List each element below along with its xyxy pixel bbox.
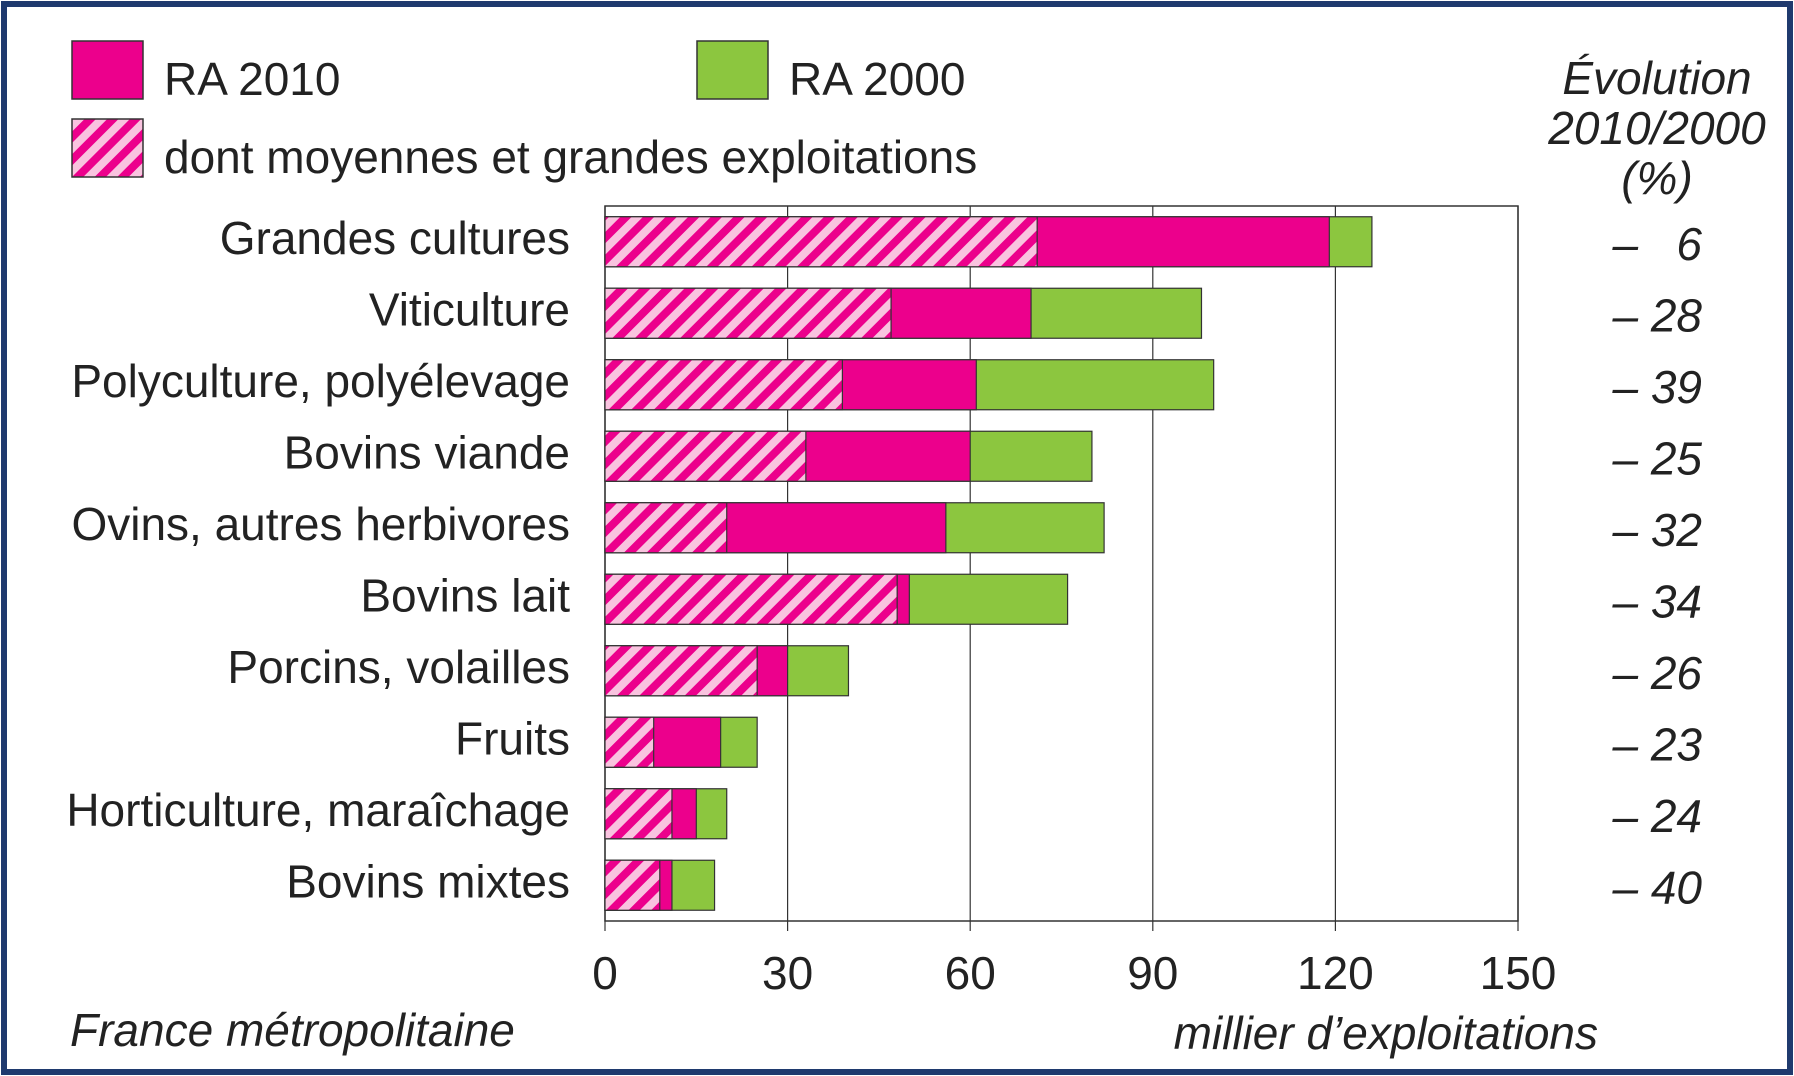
y-tick-label: Viticulture [369,283,570,335]
evolution-title: (%) [1621,152,1693,204]
evolution-value: – 25 [1611,432,1702,484]
y-tick-label: Fruits [455,712,570,764]
y-tick-label: Horticulture, maraîchage [66,784,570,836]
legend-label: dont moyennes et grandes exploitations [164,131,977,183]
x-axis-label: millier d’exploitations [1174,1007,1598,1059]
evolution-value: – 26 [1611,647,1702,699]
bar [604,502,728,554]
x-tick-label: 0 [592,947,618,999]
y-tick-label: Polyculture, polyélevage [71,355,570,407]
y-tick-label: Bovins viande [284,426,570,478]
legend-swatch [71,40,144,100]
evolution-title: Évolution [1562,52,1751,104]
y-tick-label: Grandes cultures [220,212,570,264]
bar [604,788,673,840]
x-tick-label: 30 [762,947,813,999]
note: France métropolitaine [70,1004,515,1056]
x-tick-label: 90 [1127,947,1178,999]
evolution-value: – 28 [1611,289,1702,341]
bar [604,573,898,625]
x-tick-label: 60 [945,947,996,999]
bar [604,716,655,768]
x-tick-label: 150 [1480,947,1557,999]
legend-swatch [71,118,144,178]
legend-label: RA 2010 [164,53,340,105]
y-tick-label: Bovins mixtes [286,855,570,907]
y-tick-label: Porcins, volailles [227,641,570,693]
evolution-title: 2010/2000 [1547,102,1766,154]
legend-swatch [696,40,769,100]
bar [604,216,1038,268]
evolution-value: – 39 [1611,361,1702,413]
bar [604,287,892,339]
evolution-value: – 40 [1611,861,1702,913]
bar [604,430,807,482]
y-tick-label: Bovins lait [360,569,570,621]
evolution-value: – 34 [1611,575,1702,627]
bar [604,359,843,411]
evolution-value: – 23 [1611,718,1702,770]
bar [604,645,758,697]
legend-label: RA 2000 [789,53,965,105]
bar [604,859,661,911]
y-tick-label: Ovins, autres herbivores [71,498,570,550]
evolution-value: – 32 [1611,504,1702,556]
evolution-value: – 6 [1611,218,1702,270]
x-tick-label: 120 [1297,947,1374,999]
evolution-value: – 24 [1611,790,1702,842]
